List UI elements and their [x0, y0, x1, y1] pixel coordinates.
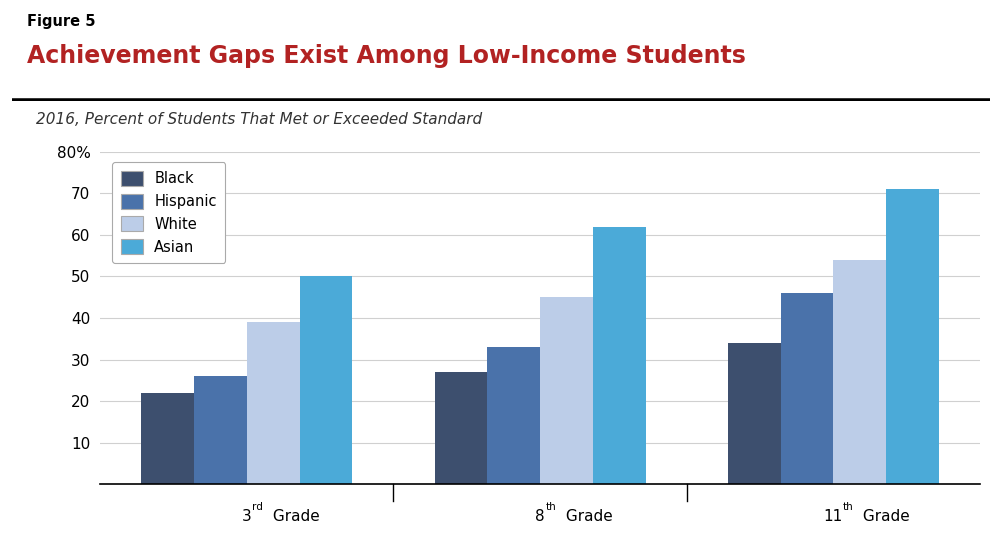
Bar — [194, 376, 246, 484]
Bar — [886, 189, 939, 484]
Text: Grade: Grade — [859, 509, 910, 524]
Bar — [540, 297, 593, 484]
Bar — [246, 322, 300, 484]
Text: th: th — [843, 502, 854, 512]
Bar — [141, 393, 194, 484]
Text: 3: 3 — [241, 509, 252, 524]
Text: th: th — [546, 502, 556, 512]
Bar — [781, 293, 834, 484]
Text: 11: 11 — [824, 509, 843, 524]
Text: Figure 5: Figure 5 — [27, 14, 95, 29]
Text: rd: rd — [253, 502, 264, 512]
Text: 2016, Percent of Students That Met or Exceeded Standard: 2016, Percent of Students That Met or Ex… — [36, 112, 483, 128]
Bar — [834, 260, 886, 484]
Bar — [727, 343, 781, 484]
Text: 8: 8 — [535, 509, 545, 524]
Legend: Black, Hispanic, White, Asian: Black, Hispanic, White, Asian — [112, 162, 225, 263]
Text: Grade: Grade — [268, 509, 320, 524]
Bar — [300, 277, 353, 484]
Text: Grade: Grade — [561, 509, 612, 524]
Bar — [435, 372, 487, 484]
Bar — [593, 226, 645, 484]
Bar — [487, 347, 540, 484]
Text: Achievement Gaps Exist Among Low-Income Students: Achievement Gaps Exist Among Low-Income … — [27, 44, 745, 68]
